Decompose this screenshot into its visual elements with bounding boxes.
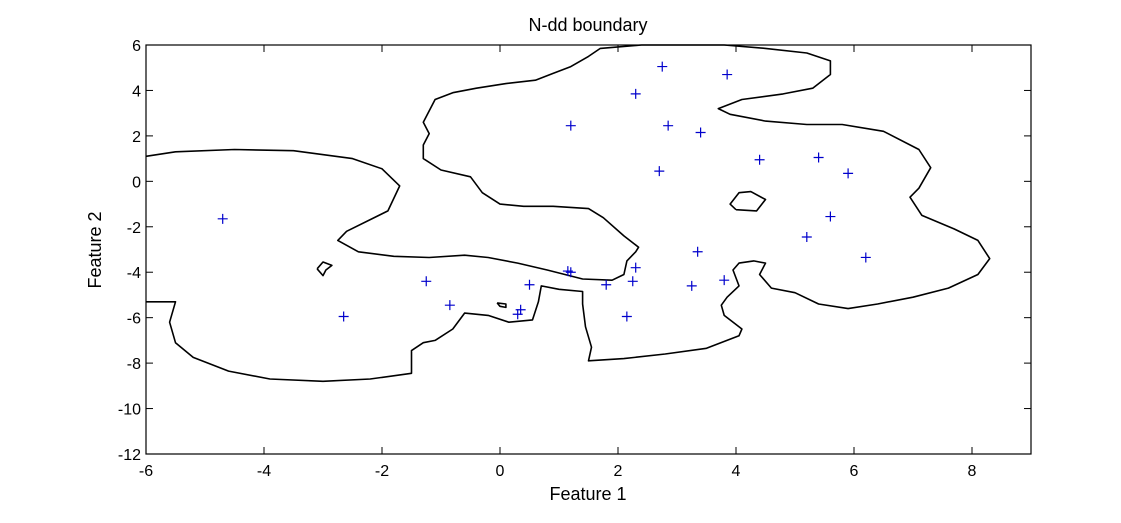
y-tick-label: -6 xyxy=(127,311,141,328)
y-tick-label: -4 xyxy=(127,265,141,282)
data-point-10 xyxy=(601,279,612,290)
data-point-5 xyxy=(515,304,526,315)
boundary-contour-3 xyxy=(496,302,507,309)
data-point-19 xyxy=(692,246,703,257)
data-point-3 xyxy=(444,300,455,311)
x-tick-label: 4 xyxy=(732,463,741,480)
data-point-6 xyxy=(524,279,535,290)
y-tick-label: -12 xyxy=(118,447,141,464)
x-tick-label: 0 xyxy=(496,463,505,480)
x-axis: -6 -4 -2 0 2 4 6 8 xyxy=(139,45,977,480)
data-point-1 xyxy=(338,311,349,322)
boundary-group xyxy=(145,44,991,383)
boundary-contour-0 xyxy=(145,44,991,383)
data-point-25 xyxy=(813,152,824,163)
data-point-24 xyxy=(801,232,812,243)
x-tick-label: 8 xyxy=(968,463,977,480)
data-point-9 xyxy=(565,120,576,131)
y-tick-label: -10 xyxy=(118,402,141,419)
x-tick-label: -4 xyxy=(257,463,271,480)
data-point-12 xyxy=(627,276,638,287)
x-tick-label: -6 xyxy=(139,463,153,480)
boundary-contour-1 xyxy=(316,261,333,277)
x-tick-label: 6 xyxy=(850,463,859,480)
data-point-17 xyxy=(663,120,674,131)
chart-title: N-dd boundary xyxy=(528,15,647,35)
data-point-20 xyxy=(695,127,706,138)
data-point-0 xyxy=(217,213,228,224)
data-point-15 xyxy=(654,166,665,177)
data-point-26 xyxy=(825,211,836,222)
data-point-23 xyxy=(754,154,765,165)
data-point-2 xyxy=(421,276,432,287)
x-tick-label: 2 xyxy=(614,463,623,480)
x-tick-label: -2 xyxy=(375,463,389,480)
data-point-28 xyxy=(860,252,871,263)
data-point-16 xyxy=(657,61,668,72)
plot-area xyxy=(145,44,1032,455)
y-tick-label: -8 xyxy=(127,356,141,373)
data-point-22 xyxy=(722,69,733,80)
y-tick-label: 2 xyxy=(132,129,141,146)
boundary-contour-2 xyxy=(729,190,767,212)
y-tick-label: 0 xyxy=(132,174,141,191)
y-axis: -12 -10 -8 -6 -4 -2 0 2 4 6 xyxy=(118,38,1031,464)
data-point-27 xyxy=(843,168,854,179)
y-tick-label: -2 xyxy=(127,220,141,237)
data-point-13 xyxy=(630,262,641,273)
y-tick-label: 6 xyxy=(132,38,141,55)
data-point-14 xyxy=(630,88,641,99)
x-axis-label: Feature 1 xyxy=(549,484,626,504)
marker-group xyxy=(217,61,871,322)
data-point-8 xyxy=(565,267,576,278)
y-axis-label: Feature 2 xyxy=(85,211,105,288)
data-point-21 xyxy=(719,275,730,286)
data-point-11 xyxy=(621,311,632,322)
y-tick-label: 4 xyxy=(132,83,141,100)
data-point-18 xyxy=(686,280,697,291)
